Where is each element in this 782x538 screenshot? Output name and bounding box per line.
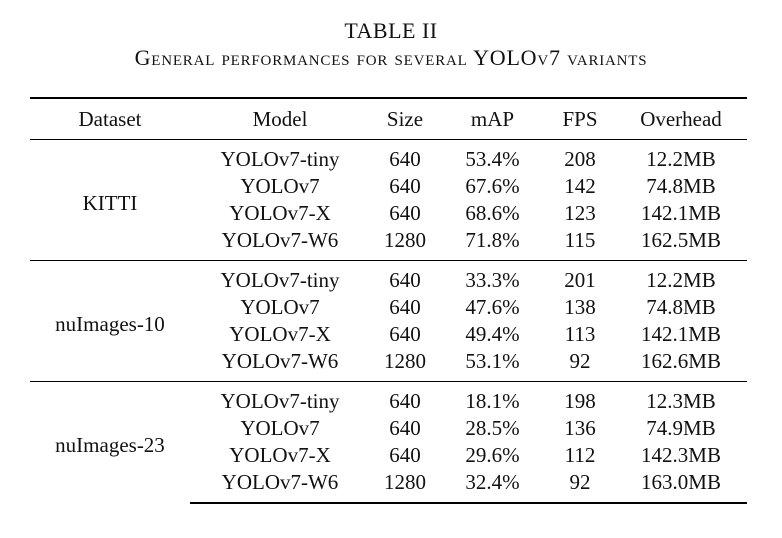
- overhead-cell: 74.8MB: [646, 174, 716, 198]
- map-cell: 67.6%: [465, 174, 520, 198]
- model-cell: YOLOv7-tiny: [190, 260, 370, 294]
- dataset-cell: nuImages-10: [30, 260, 190, 382]
- header-fps: FPS: [545, 97, 615, 140]
- fps-cell: 115: [564, 228, 596, 252]
- map-cell: 53.1%: [465, 349, 520, 373]
- model-cell: YOLOv7: [240, 174, 320, 198]
- table-row: YOLOv7 640 28.5% 136 74.9MB: [30, 415, 747, 442]
- fps-cell: 138: [564, 295, 596, 319]
- fps-cell: 113: [564, 322, 596, 346]
- size-cell: 640: [389, 201, 421, 225]
- model-cell: YOLOv7-tiny: [190, 381, 370, 415]
- table-row: YOLOv7-X 640 29.6% 112 142.3MB: [30, 442, 747, 469]
- dataset-cell: KITTI: [82, 190, 138, 215]
- table-row: YOLOv7-W6 1280 32.4% 92 163.0MB: [30, 469, 747, 504]
- model-cell: YOLOv7-X: [229, 201, 331, 225]
- overhead-cell: 162.5MB: [641, 228, 721, 252]
- model-cell: YOLOv7: [240, 416, 320, 440]
- overhead-cell: 163.0MB: [615, 469, 747, 504]
- overhead-cell: 74.9MB: [646, 416, 716, 440]
- map-cell: 29.6%: [465, 443, 520, 467]
- overhead-cell: 142.1MB: [641, 201, 721, 225]
- fps-cell: 92: [569, 349, 591, 373]
- table-row: YOLOv7 640 67.6% 142 74.8MB: [30, 173, 747, 200]
- size-cell: 1280: [370, 469, 440, 504]
- model-cell: YOLOv7-W6: [221, 349, 339, 373]
- model-cell: YOLOv7: [240, 295, 320, 319]
- map-cell: 71.8%: [465, 228, 520, 252]
- fps-cell: 142: [564, 174, 596, 198]
- header-row: Dataset Model Size mAP FPS Overhead: [30, 97, 747, 140]
- table-row: YOLOv7-W6 1280 71.8% 115 162.5MB: [30, 227, 747, 261]
- size-cell: 640: [370, 381, 440, 415]
- model-cell: YOLOv7-tiny: [220, 147, 340, 171]
- overhead-cell: 12.3MB: [615, 381, 747, 415]
- size-cell: 640: [389, 295, 421, 319]
- header-overhead: Overhead: [615, 97, 747, 140]
- map-cell: 49.4%: [465, 322, 520, 346]
- header-model: Model: [190, 97, 370, 140]
- map-cell: 68.6%: [465, 201, 520, 225]
- overhead-cell: 142.3MB: [641, 443, 721, 467]
- table-row: YOLOv7-X 640 49.4% 113 142.1MB: [30, 321, 747, 348]
- overhead-cell: 74.8MB: [646, 295, 716, 319]
- fps-cell: 198: [545, 381, 615, 415]
- size-cell: 1280: [384, 349, 426, 373]
- header-size: Size: [370, 97, 440, 140]
- overhead-cell: 142.1MB: [641, 322, 721, 346]
- map-cell: 53.4%: [465, 147, 520, 171]
- table-row: nuImages-23 YOLOv7-tiny 640 18.1% 198 12…: [30, 381, 747, 503]
- group-nuimages-23: nuImages-23 YOLOv7-tiny 640 18.1% 198 12…: [30, 381, 747, 504]
- fps-cell: 92: [545, 469, 615, 504]
- map-cell: 18.1%: [440, 381, 545, 415]
- size-cell: 640: [389, 443, 421, 467]
- map-cell: 28.5%: [465, 416, 520, 440]
- size-cell: 640: [370, 260, 440, 294]
- group-kitti: KITTI YOLOv7-tiny 640 53.4% 208 12.2MB Y…: [30, 140, 747, 261]
- table-row: KITTI YOLOv7-tiny 640 53.4% 208 12.2MB: [30, 140, 747, 215]
- fps-cell: 208: [564, 147, 596, 171]
- size-cell: 640: [389, 174, 421, 198]
- table-title: General performances for several YOLOv7 …: [134, 45, 648, 70]
- table-row: YOLOv7 640 47.6% 138 74.8MB: [30, 294, 747, 321]
- header-map: mAP: [440, 97, 545, 140]
- overhead-cell: 162.6MB: [641, 349, 721, 373]
- map-cell: 47.6%: [465, 295, 520, 319]
- fps-cell: 136: [564, 416, 596, 440]
- group-nuimages-10: nuImages-10 YOLOv7-tiny 640 33.3% 201 12…: [30, 260, 747, 382]
- results-table: Dataset Model Size mAP FPS Overhead KITT…: [30, 97, 747, 504]
- fps-cell: 112: [564, 443, 596, 467]
- header-dataset: Dataset: [30, 97, 190, 140]
- model-cell: YOLOv7-W6: [221, 228, 339, 252]
- model-cell: YOLOv7-W6: [190, 469, 370, 504]
- model-cell: YOLOv7-X: [229, 322, 331, 346]
- map-cell: 33.3%: [440, 260, 545, 294]
- fps-cell: 201: [545, 260, 615, 294]
- table-row: nuImages-10 YOLOv7-tiny 640 33.3% 201 12…: [30, 260, 747, 382]
- fps-cell: 123: [564, 201, 596, 225]
- size-cell: 1280: [384, 228, 426, 252]
- overhead-cell: 12.2MB: [646, 147, 716, 171]
- table-row: YOLOv7-W6 1280 53.1% 92 162.6MB: [30, 348, 747, 382]
- overhead-cell: 12.2MB: [615, 260, 747, 294]
- map-cell: 32.4%: [440, 469, 545, 504]
- table-row: YOLOv7-X 640 68.6% 123 142.1MB: [30, 200, 747, 227]
- dataset-cell: nuImages-23: [30, 381, 190, 503]
- size-cell: 640: [389, 416, 421, 440]
- size-cell: 640: [389, 322, 421, 346]
- model-cell: YOLOv7-X: [229, 443, 331, 467]
- table-label: TABLE II: [344, 18, 438, 43]
- size-cell: 640: [389, 147, 421, 171]
